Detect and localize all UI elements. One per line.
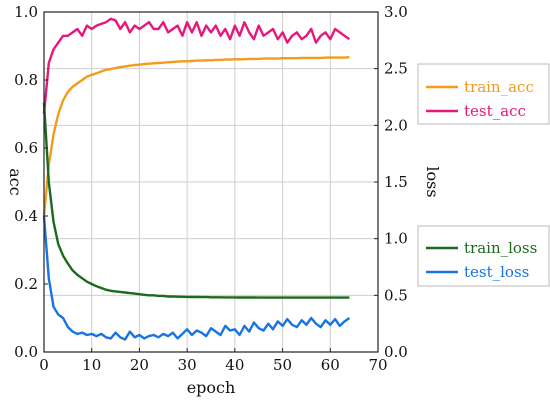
- x-axis-title: epoch: [187, 378, 236, 397]
- y-right-tick-label: 0.5: [384, 286, 408, 304]
- series-line-train-loss: [42, 102, 350, 299]
- y-right-tick-label: 3.0: [384, 3, 408, 21]
- x-tick-label: 30: [178, 356, 197, 374]
- series-line-train-acc: [42, 56, 350, 217]
- legend-label-test-loss: test_loss: [464, 263, 529, 281]
- x-tick-label: 20: [130, 356, 149, 374]
- y-left-tick-label: 1.0: [14, 3, 38, 21]
- grid-lines: [43, 11, 379, 353]
- legend-loss: train_loss test_loss: [417, 225, 550, 287]
- x-tick-label: 60: [321, 356, 340, 374]
- y-right-tick-label: 0.0: [384, 343, 408, 361]
- y-left-axis-title: acc: [6, 168, 25, 196]
- y-left-tick-label: 0.8: [14, 71, 38, 89]
- x-tick-label: 10: [82, 356, 101, 374]
- ticks: [43, 11, 379, 353]
- x-tick-label: 70: [368, 356, 387, 374]
- y-left-tick-label: 0.4: [14, 207, 38, 225]
- y-left-tick-label: 0.0: [14, 343, 38, 361]
- y-right-tick-label: 2.0: [384, 116, 408, 134]
- legend-accuracy-box: [417, 63, 550, 125]
- y-left-tick-label: 0.6: [14, 139, 38, 157]
- x-tick-label: 0: [39, 356, 49, 374]
- y-right-tick-label: 1.0: [384, 230, 408, 248]
- y-left-tick-label: 0.2: [14, 275, 38, 293]
- legend-accuracy: train_acc test_acc: [417, 63, 550, 125]
- y-right-tick-label: 2.5: [384, 60, 408, 78]
- series-lines: [42, 17, 351, 341]
- legend-label-train-loss: train_loss: [464, 239, 537, 257]
- legend-label-train-acc: train_acc: [464, 78, 534, 96]
- legend-loss-box: [417, 225, 550, 287]
- tick-labels: 0 10 20 30 40 50 60 700.00.20.40.60.81.00.00.51…: [14, 3, 408, 374]
- legend-label-test-acc: test_acc: [464, 102, 526, 120]
- x-tick-label: 50: [273, 356, 292, 374]
- y-right-axis-title: loss: [423, 166, 442, 197]
- series-line-test-acc: [42, 17, 351, 115]
- y-right-tick-label: 1.5: [384, 173, 408, 191]
- x-tick-label: 40: [225, 356, 244, 374]
- series-line-test-loss: [42, 215, 351, 341]
